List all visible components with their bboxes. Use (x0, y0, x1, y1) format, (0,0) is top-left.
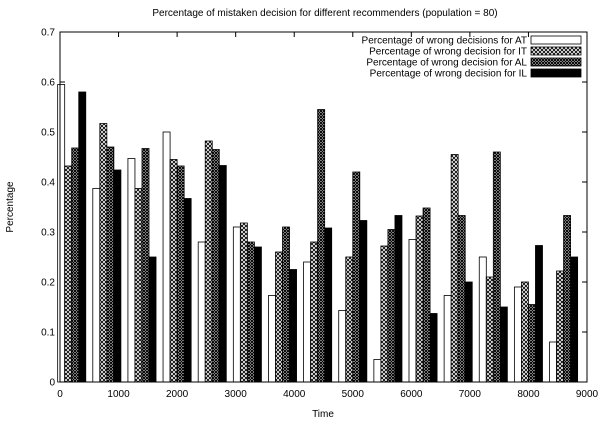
bar-white (549, 341, 557, 383)
x-tick-label: 9000 (576, 389, 599, 400)
bar-dense (422, 207, 431, 383)
legend-label: Percentage of wrong decision for IT (369, 47, 527, 58)
bar-black (78, 91, 87, 383)
bar-cross (204, 140, 213, 383)
x-tick-label: 8000 (517, 389, 540, 400)
bar-white (513, 286, 522, 383)
bar-dense (246, 241, 255, 383)
legend: Percentage of wrong decisions for ATPerc… (362, 35, 582, 80)
bar-white (57, 84, 66, 383)
bar-white (338, 310, 347, 383)
x-tick-label: 7000 (459, 389, 482, 400)
bar-dense (352, 171, 361, 383)
legend-swatch (530, 35, 582, 45)
bar-black (254, 246, 262, 383)
x-tick-label: 4000 (283, 389, 306, 400)
bar-dense (71, 147, 80, 383)
y-tick-label: 0.5 (41, 128, 55, 139)
bar-cross (134, 188, 143, 383)
legend-label: Percentage of wrong decision for AL (366, 58, 527, 69)
x-tick-label: 3000 (225, 389, 248, 400)
legend-swatch (530, 68, 582, 78)
bar-white (478, 256, 487, 383)
bar-cross (345, 256, 354, 383)
x-tick-label: 0 (57, 389, 63, 400)
y-tick-label: 0.7 (41, 28, 55, 39)
y-tick-label: 0.4 (41, 178, 55, 189)
bar-white (408, 239, 417, 383)
bar-cross (99, 123, 108, 383)
x-tick-label: 1000 (107, 389, 130, 400)
bar-cross (64, 165, 73, 383)
bar-dense (563, 215, 572, 383)
bar-white (92, 188, 101, 383)
y-tick-label: 0.6 (41, 78, 55, 89)
bar-cross (556, 270, 564, 383)
y-tick-label: 0.2 (41, 278, 55, 289)
y-axis-label: Percentage (5, 181, 16, 233)
x-tick-label: 6000 (400, 389, 423, 400)
bar-black (464, 281, 473, 383)
bar-white (127, 158, 136, 383)
legend-swatch (530, 57, 582, 67)
bar-black (183, 198, 192, 383)
bar-black (499, 306, 508, 383)
bar-black (570, 256, 579, 383)
chart-title: Percentage of mistaken decision for diff… (152, 8, 497, 19)
bar-dense (282, 226, 290, 383)
bar-dense (176, 165, 185, 383)
bar-black (394, 215, 403, 383)
bar-cross (415, 215, 424, 383)
bar-dense (387, 229, 396, 383)
bar-cross (485, 276, 494, 383)
y-tick-label: 0.1 (41, 328, 55, 339)
bar-white (443, 295, 452, 383)
bar-dense (457, 215, 466, 383)
legend-label: Percentage of wrong decisions for AT (362, 36, 527, 47)
y-tick-label: 0.3 (41, 228, 55, 239)
bar-white (268, 295, 276, 383)
bar-dense (141, 148, 150, 383)
bar-white (197, 241, 206, 383)
bars (57, 84, 579, 383)
bar-cross (239, 222, 248, 383)
bar-cross (275, 251, 283, 383)
bar-dense (317, 109, 326, 383)
bar-cross (310, 241, 319, 383)
x-tick-label: 2000 (166, 389, 189, 400)
bar-dense (106, 146, 115, 383)
axis-ticks: 0 0.1 0.2 0.3 0.4 0.5 0.6 0.7 0 1000 2000 3000 4000 5… (41, 28, 598, 401)
bar-black (289, 269, 297, 383)
legend-swatch (530, 46, 582, 56)
bar-cross (380, 245, 389, 383)
y-tick-label: 0 (49, 378, 55, 389)
bar-black (429, 313, 438, 383)
x-tick-label: 5000 (342, 389, 365, 400)
legend-label: Percentage of wrong decision for IL (370, 69, 528, 80)
bar-white (303, 261, 312, 383)
bar-dense (211, 149, 220, 383)
bar-cross (450, 154, 459, 383)
bar-black (535, 245, 543, 383)
bar-black (359, 220, 368, 383)
bar-black (113, 169, 122, 383)
bar-cross (521, 281, 529, 383)
bar-black (324, 227, 333, 383)
plot-frame (59, 31, 588, 383)
bar-black (218, 165, 227, 383)
bar-dense (528, 304, 536, 383)
x-axis-label: Time (312, 409, 334, 420)
bar-white (373, 359, 382, 383)
bar-white (162, 131, 171, 383)
bar-black (148, 256, 157, 383)
bar-white (232, 226, 241, 383)
bar-dense (492, 151, 501, 383)
bar-cross (169, 159, 178, 383)
